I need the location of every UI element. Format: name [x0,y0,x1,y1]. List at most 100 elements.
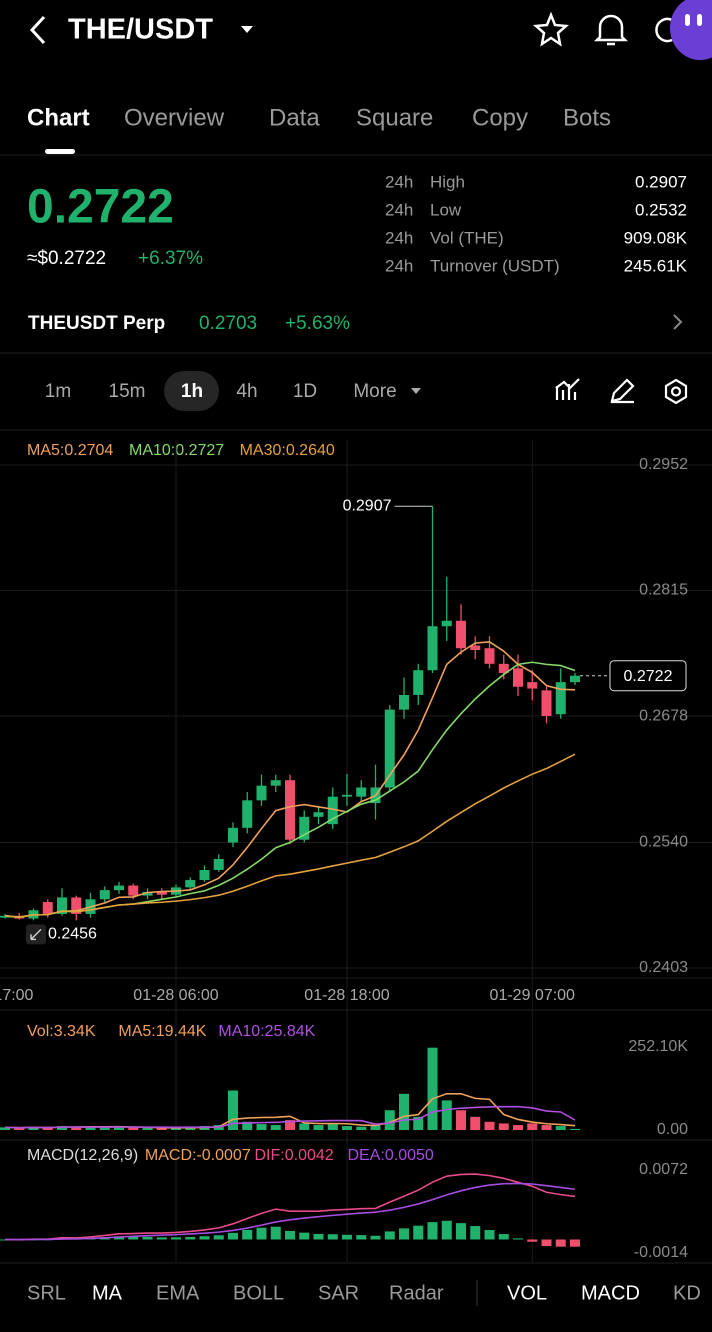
indicator-tab[interactable]: MA [92,1282,123,1304]
interval[interactable]: More [353,381,396,402]
interval-selected-bg [164,371,219,411]
macd-bar [441,1220,452,1240]
last-price-label: 0.2722 [624,668,673,685]
interval[interactable]: 4h [236,381,257,402]
macd-bar [513,1238,523,1240]
tab[interactable]: Bots [563,104,611,131]
candle-body [114,885,124,891]
tab[interactable]: Square [356,104,433,131]
macd-bar [555,1239,566,1247]
x-tick-label: 01-28 18:00 [304,987,390,1004]
settings-icon-center [670,386,682,397]
macd-bar [114,1236,124,1240]
tab[interactable]: Copy [472,104,528,131]
macd-bar [213,1235,224,1240]
volume-bar [527,1123,538,1130]
interval[interactable]: 1h [181,381,203,402]
candle-body [513,668,523,687]
stat-value: 909.08K [624,228,688,247]
tab[interactable]: Chart [27,104,90,131]
tab[interactable]: Overview [124,104,225,131]
interval[interactable]: 1D [293,381,317,402]
volume-bar [270,1125,281,1130]
macd-bar [541,1239,552,1247]
volume-bar [228,1090,238,1130]
draw-icon[interactable] [610,378,635,404]
dea-line [4,1182,576,1241]
volume-bar [327,1124,338,1130]
pair-caret[interactable] [241,26,253,33]
x-tick-label: 01-27 17:00 [0,987,34,1004]
volume-bar [541,1125,552,1130]
back-button[interactable] [29,15,46,45]
stat-period: 24h [385,256,413,275]
macd-bar [156,1237,167,1240]
candle-body [541,690,552,717]
indicator-tab[interactable]: BOLL [233,1282,284,1304]
macd-bar [342,1234,352,1240]
indicator-tab[interactable]: KD [673,1282,701,1304]
volume-bar [142,1128,153,1130]
tab[interactable]: Data [269,104,320,131]
macd-tick-label: -0.0014 [634,1244,688,1261]
high-label: 0.2907 [343,497,392,514]
perp-name[interactable]: THEUSDT Perp [28,313,165,334]
more-icon[interactable] [655,17,673,43]
tab-indicator [45,149,75,154]
volume-bar [285,1120,295,1130]
macd-bar [413,1225,424,1240]
interval[interactable]: 1m [45,381,71,402]
indicator-tab[interactable]: Radar [389,1282,444,1304]
settings-icon[interactable] [664,378,688,405]
candle-body [413,670,424,695]
macd-legend: MACD:-0.0007 [145,1147,251,1164]
candle-body [356,787,367,797]
volume-bar [555,1126,566,1130]
indicator-tab[interactable]: MACD [581,1282,640,1304]
volume-bar [28,1127,39,1130]
macd-legend: MACD(12,26,9) [27,1147,138,1164]
volume-bar [342,1126,352,1130]
indicator-tab[interactable]: SRL [27,1282,66,1304]
vol-ma10-line [4,1105,576,1129]
candle-body [470,645,481,651]
macd-legend: DIF:0.0042 [255,1147,334,1164]
volume-bar [114,1127,124,1130]
y-tick-label: 0.2678 [639,707,688,724]
favorite-icon[interactable] [532,11,570,47]
interval[interactable]: 15m [109,381,146,402]
macd-bar [384,1231,395,1240]
indicator-tab[interactable]: VOL [507,1282,547,1304]
volume-bar [370,1125,381,1130]
macd-bar [242,1229,253,1240]
stat-period: 24h [385,228,413,247]
alert-icon[interactable] [593,14,629,46]
perp-chevron[interactable] [673,314,683,330]
volume-bar [242,1121,253,1130]
x-tick-label: 01-29 07:00 [490,987,576,1004]
candle-body [498,663,509,673]
candle-body [213,858,224,870]
candle-body [527,682,538,689]
candle-body [242,800,253,828]
indicator-tab[interactable]: SAR [318,1282,359,1304]
y-tick-label: 0.2403 [639,959,688,976]
indicator-icon[interactable] [555,378,580,400]
y-tick-label: 0.2952 [639,456,688,473]
macd-bar [299,1232,310,1240]
volume-bar [570,1128,580,1130]
volume-bar [456,1110,466,1130]
candle-body [313,812,324,817]
volume-bar [498,1123,509,1130]
volume-bar [128,1127,139,1130]
pair-title[interactable]: THE/USDT [68,14,213,46]
volume-bar [14,1128,25,1130]
stat-period: 24h [385,200,413,219]
macd-legend: DEA:0.0050 [348,1147,434,1164]
more-caret[interactable] [411,388,421,394]
indicator-tab[interactable]: EMA [156,1282,200,1304]
assistant-bubble[interactable] [670,0,712,60]
macd-bar [527,1239,538,1242]
